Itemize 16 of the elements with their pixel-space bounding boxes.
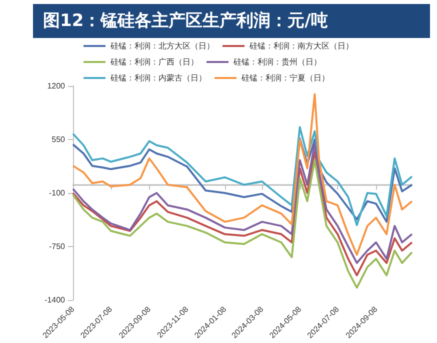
line-series <box>72 142 413 264</box>
legend-label: 硅锰：利润：宁夏（日） <box>240 74 330 82</box>
line-series <box>72 150 413 276</box>
line-series <box>72 159 413 289</box>
line-series <box>72 93 413 256</box>
y-tick-label: -1400 <box>44 296 66 304</box>
y-tick-label: 1200 <box>47 82 66 90</box>
y-tick-label: -750 <box>48 242 66 251</box>
legend-label: 硅锰：利润：贵州（日） <box>232 58 322 66</box>
legend-label: 硅锰：利润：广西（日） <box>110 58 198 66</box>
legend-label: 硅锰：利润：北方大区（日） <box>110 42 214 50</box>
chart-title: 图12：锰硅各主产区生产利润：元/吨 <box>33 4 430 38</box>
y-tick-label: -100 <box>48 188 66 198</box>
legend-label: 硅锰：利润：南方大区（日） <box>248 42 354 50</box>
legend-label: 硅锰：利润：内蒙古（日） <box>110 74 206 82</box>
y-tick-label: 550 <box>52 135 66 144</box>
